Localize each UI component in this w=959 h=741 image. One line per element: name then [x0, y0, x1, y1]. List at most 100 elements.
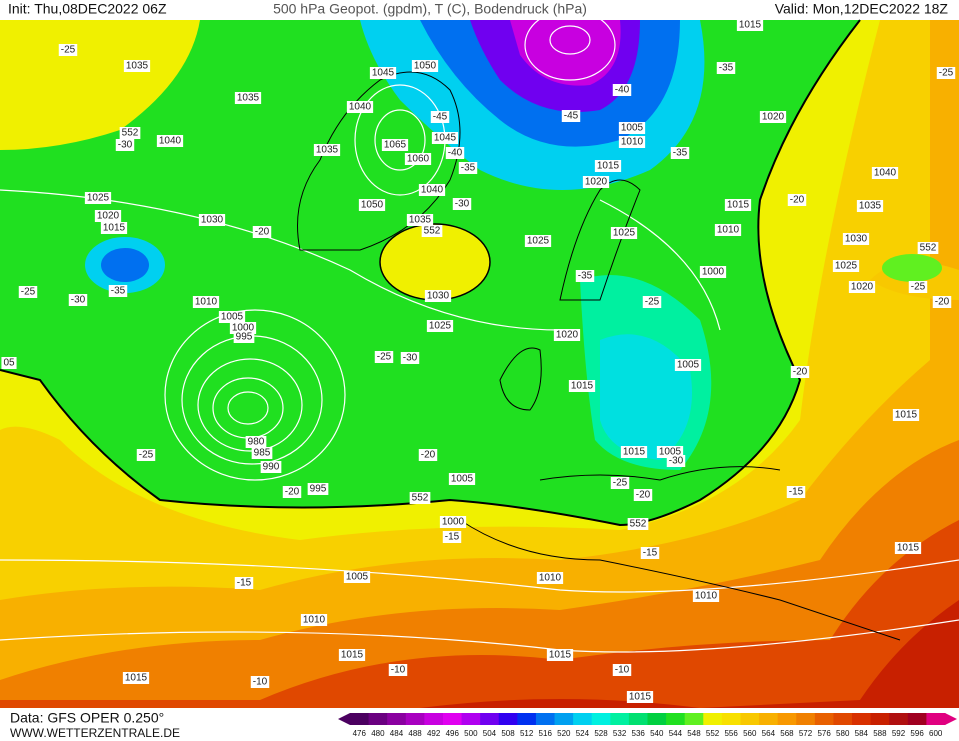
init-time: Init: Thu,08DEC2022 06Z — [8, 1, 167, 17]
map-label: 1015 — [341, 650, 364, 661]
colorbar-label: 588 — [873, 729, 887, 738]
label-box — [108, 285, 128, 297]
colorbar-swatch — [368, 713, 388, 725]
map-label: -25 — [21, 287, 36, 298]
colorbar-label: 576 — [817, 729, 831, 738]
map-label: 1015 — [597, 161, 620, 172]
coastlines — [297, 71, 901, 641]
map-label: 1030 — [845, 234, 868, 245]
map-label: -30 — [669, 456, 684, 467]
map-label: 1015 — [895, 410, 918, 421]
colorbar-label: 592 — [892, 729, 906, 738]
colorbar-label: 492 — [427, 729, 441, 738]
map-label: -45 — [564, 111, 579, 122]
label-box — [842, 233, 870, 245]
map-label: 1000 — [442, 517, 465, 528]
label-box — [610, 477, 630, 489]
colorbar-label: 584 — [855, 729, 869, 738]
colorbar-swatch — [424, 713, 444, 725]
colorbar-swatch — [926, 713, 946, 725]
label-box — [787, 194, 807, 206]
map-label: 1010 — [717, 225, 740, 236]
map-label: 1025 — [835, 261, 858, 272]
label-box — [452, 198, 472, 210]
map-label: -25 — [139, 450, 154, 461]
colorbar-swatch — [647, 713, 667, 725]
colorbar-label: 512 — [520, 729, 534, 738]
label-box — [932, 296, 952, 308]
label-box — [94, 210, 122, 222]
label-box — [612, 84, 632, 96]
label-box — [856, 200, 884, 212]
map-label: 1025 — [613, 228, 636, 239]
label-box — [250, 676, 270, 688]
label-box — [421, 225, 443, 237]
label-box — [633, 489, 653, 501]
label-box — [561, 110, 581, 122]
colorbar-label: 516 — [539, 729, 553, 738]
map-label: -35 — [461, 163, 476, 174]
label-box — [627, 518, 649, 530]
label-box — [192, 296, 220, 308]
map-label: -20 — [793, 367, 808, 378]
colorbar-swatch — [759, 713, 779, 725]
map-label: 1005 — [677, 360, 700, 371]
label-box — [442, 531, 462, 543]
map-label: 1005 — [451, 474, 474, 485]
colorbar-label: 480 — [371, 729, 385, 738]
map-label: 990 — [263, 462, 280, 473]
map-label: 552 — [630, 519, 647, 530]
colorbar-label: 560 — [743, 729, 757, 738]
colorbar-label: 532 — [613, 729, 627, 738]
map-area — [0, 9, 959, 708]
label-box — [790, 366, 810, 378]
label-box — [448, 473, 476, 485]
colorbar-swatch — [517, 713, 537, 725]
map-label: 1045 — [372, 68, 395, 79]
label-box — [786, 486, 806, 498]
map-label: 1020 — [556, 330, 579, 341]
label-box — [670, 147, 690, 159]
label-box — [100, 222, 128, 234]
colorbar-label: 544 — [669, 729, 683, 738]
label-box — [426, 320, 454, 332]
label-box — [666, 455, 686, 467]
map-label: 1060 — [407, 154, 430, 165]
map-label: 1005 — [221, 312, 244, 323]
map-label: -10 — [253, 677, 268, 688]
field-blue-low — [101, 248, 149, 282]
map-label: 552 — [412, 493, 429, 504]
label-box — [546, 649, 574, 661]
map-label: -35 — [719, 63, 734, 74]
map-label: 1000 — [702, 267, 725, 278]
map-label: -30 — [455, 199, 470, 210]
map-label: 552 — [122, 128, 139, 139]
map-label: 1015 — [623, 447, 646, 458]
label-box — [119, 127, 141, 139]
map-label: 1050 — [414, 61, 437, 72]
label-box — [411, 60, 439, 72]
label-box — [123, 60, 151, 72]
label-box — [871, 167, 899, 179]
label-box — [936, 67, 956, 79]
map-label: 1015 — [571, 381, 594, 392]
label-box — [699, 266, 727, 278]
colorbar-swatch — [573, 713, 593, 725]
map-label: 1030 — [427, 291, 450, 302]
label-box — [618, 136, 646, 148]
map-label: 1020 — [851, 282, 874, 293]
colorbar-label: 520 — [557, 729, 571, 738]
colorbar-label: 568 — [780, 729, 794, 738]
label-box — [892, 409, 920, 421]
label-box — [136, 449, 156, 461]
label-box — [233, 331, 255, 343]
map-label: 1025 — [87, 193, 110, 204]
label-box — [536, 572, 564, 584]
map-label: -10 — [391, 665, 406, 676]
label-box — [618, 122, 646, 134]
map-label: -45 — [433, 112, 448, 123]
colorbar-swatch — [777, 713, 797, 725]
map-label: -30 — [71, 295, 86, 306]
label-box — [908, 281, 928, 293]
